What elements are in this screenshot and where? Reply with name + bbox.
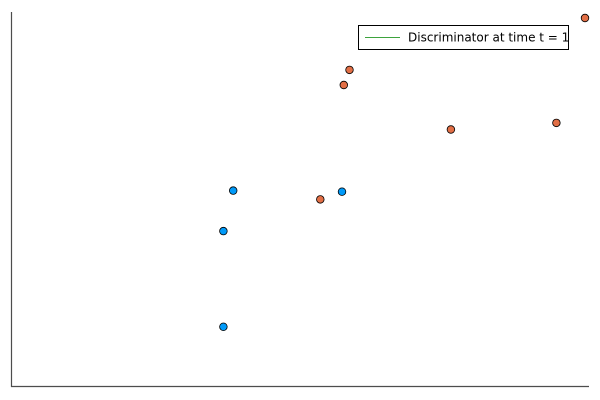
series-2-point-5 [552, 118, 561, 128]
legend-label: Discriminator at time t = 1 [408, 31, 569, 45]
series-2-point-3 [339, 80, 348, 90]
series-1-point-4 [337, 187, 347, 196]
series-2-point-6 [580, 13, 590, 23]
series-2-point-4 [446, 125, 456, 134]
series-1-point-3 [219, 322, 228, 331]
series-1-point-2 [219, 226, 228, 236]
series-2-point-2 [345, 65, 354, 75]
series-2-point-1 [316, 195, 325, 204]
legend: Discriminator at time t = 1 [358, 25, 569, 50]
scatter-marks [219, 13, 590, 331]
series-1-point-1 [228, 186, 238, 195]
